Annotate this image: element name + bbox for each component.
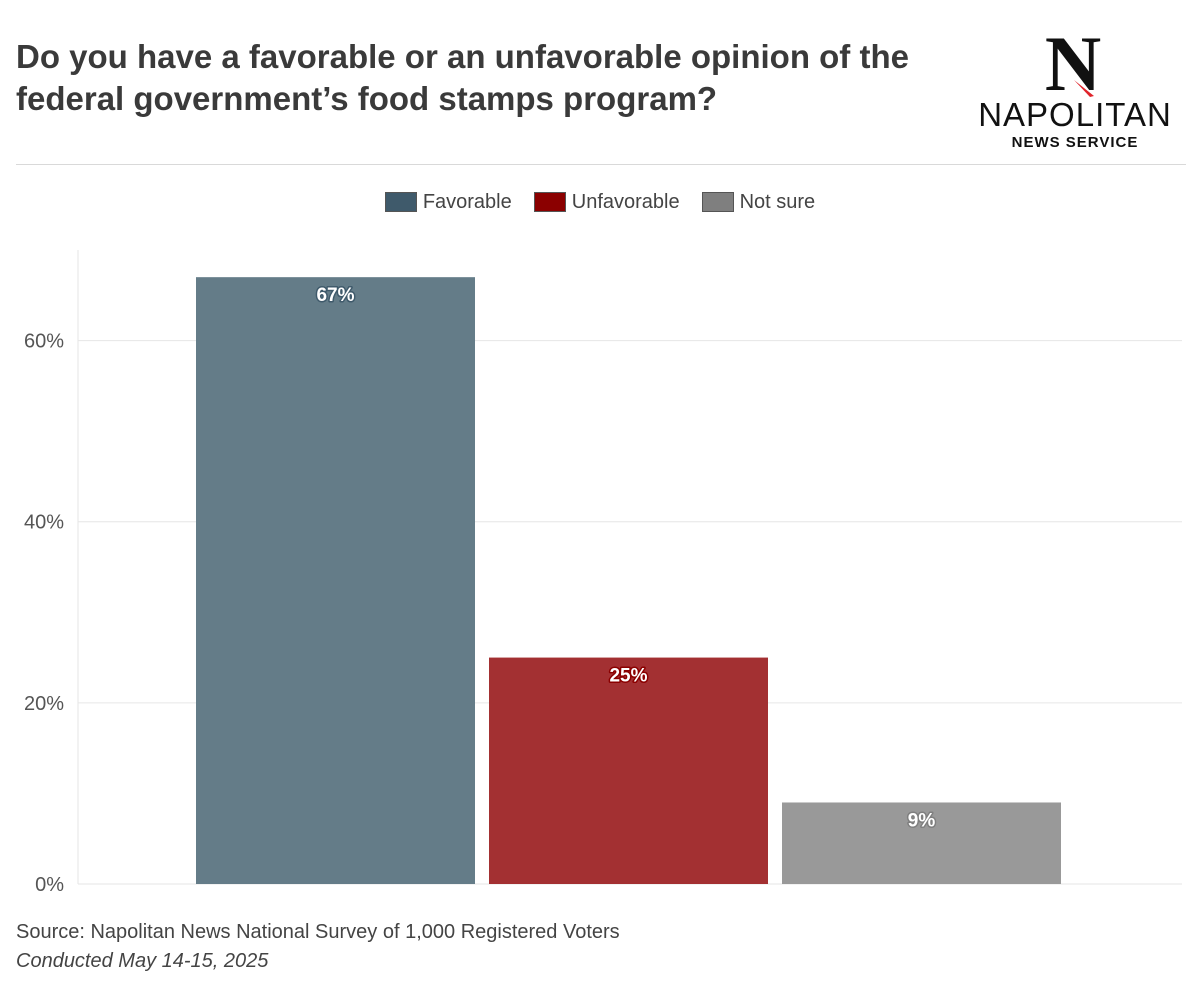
y-tick-label: 60%	[24, 331, 64, 353]
bar-favorable	[196, 277, 475, 885]
y-tick-label: 20%	[24, 693, 64, 715]
legend-swatch-unfavorable	[533, 192, 566, 212]
data-label-not-sure: 9%	[908, 810, 936, 831]
legend-label-unfavorable: Unfavorable	[571, 190, 680, 213]
header-divider	[16, 164, 1186, 165]
legend-label-not-sure: Not sure	[739, 190, 816, 213]
chart-title: Do you have a favorable or an unfavorabl…	[16, 38, 909, 117]
bar-chart: 0% 20% 40% 60% 67% 25% 9%	[24, 250, 1182, 896]
legend-item-unfavorable: Unfavorable	[533, 188, 680, 216]
data-label-favorable: 67%	[316, 285, 354, 306]
bar-unfavorable	[489, 657, 768, 884]
logo-subtitle: NEWS SERVICE	[1012, 134, 1139, 151]
source-note: Source: Napolitan News National Survey o…	[16, 921, 620, 943]
logo-mark-icon: N	[1045, 20, 1101, 107]
bar-not-sure	[782, 802, 1061, 884]
legend-item-not-sure: Not sure	[701, 188, 816, 216]
legend-label-favorable: Favorable	[422, 190, 512, 213]
chart-legend: Favorable Unfavorable Not sure	[0, 188, 1200, 216]
legend-item-favorable: Favorable	[384, 188, 512, 216]
logo-wordmark: NAPOLITAN	[978, 96, 1172, 133]
legend-swatch-not-sure	[701, 192, 734, 212]
survey-date: Conducted May 14-15, 2025	[16, 950, 269, 972]
data-label-unfavorable: 25%	[609, 666, 647, 687]
y-tick-label: 40%	[24, 512, 64, 534]
napolitan-logo: N NAPOLITAN NEWS SERVICE	[970, 20, 1180, 156]
legend-swatch-favorable	[384, 192, 417, 212]
svg-text:N: N	[1045, 24, 1101, 107]
y-tick-label: 0%	[35, 874, 64, 896]
